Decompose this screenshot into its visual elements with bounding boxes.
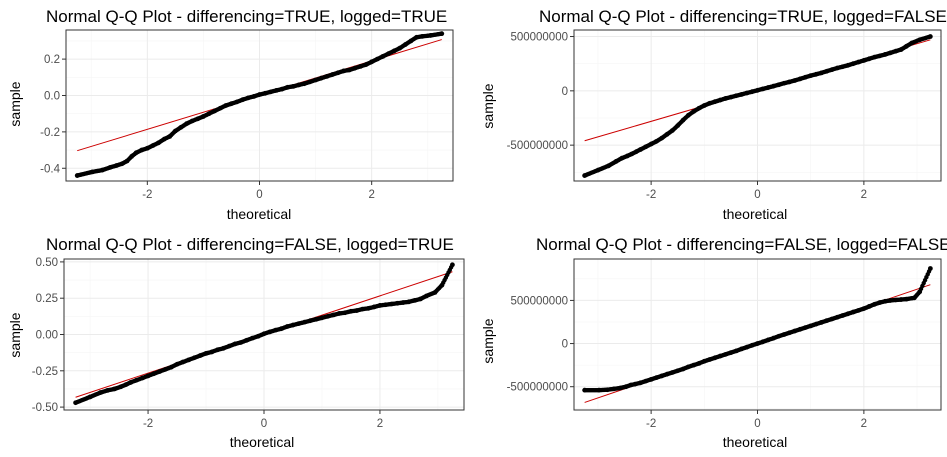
chart-title: Normal Q-Q Plot - differencing=FALSE, lo… xyxy=(536,235,947,254)
y-tick-label: -0.25 xyxy=(32,366,58,378)
y-tick-label: -0.2 xyxy=(40,127,60,139)
chart-panel-4: Normal Q-Q Plot - differencing=FALSE, lo… xyxy=(473,229,947,457)
y-tick-label: 0.00 xyxy=(36,330,58,342)
data-points xyxy=(73,262,455,406)
qq-plot-4: Normal Q-Q Plot - differencing=FALSE, lo… xyxy=(480,235,947,450)
x-axis-title: theoretical xyxy=(230,434,295,450)
chart-panel-2: Normal Q-Q Plot - differencing=TRUE, log… xyxy=(473,0,947,229)
x-axis-title: theoretical xyxy=(723,206,788,222)
data-point xyxy=(438,31,443,37)
y-tick-label: 0.50 xyxy=(36,257,58,269)
grid xyxy=(64,259,464,410)
data-points xyxy=(582,266,933,393)
axis-ticks: -2 0 2 -0.50 -0.25 0.00 0.25 0.50 xyxy=(32,257,383,430)
axis-ticks: -2 0 2 -500000000 0 500000000 xyxy=(507,32,867,201)
data-points xyxy=(582,34,933,178)
y-axis-title: sample xyxy=(7,81,23,126)
x-tick-label: -2 xyxy=(646,189,656,201)
y-tick-label: 0.25 xyxy=(36,293,58,305)
data-point xyxy=(926,269,932,274)
y-tick-label: 0 xyxy=(562,86,568,98)
chart-panel-1: Normal Q-Q Plot - differencing=TRUE, log… xyxy=(0,0,473,229)
y-axis-title: sample xyxy=(480,83,496,128)
axis-ticks: -2 0 2 -0.4 -0.2 0.0 0.2 xyxy=(40,54,375,201)
qq-plot-1: Normal Q-Q Plot - differencing=TRUE, log… xyxy=(7,7,454,222)
y-axis-title: sample xyxy=(480,318,496,363)
x-tick-label: 0 xyxy=(261,418,267,430)
x-tick-label: -2 xyxy=(142,189,152,201)
chart-title: Normal Q-Q Plot - differencing=FALSE, lo… xyxy=(46,235,454,254)
qq-plot-2: Normal Q-Q Plot - differencing=TRUE, log… xyxy=(480,7,947,222)
data-point xyxy=(916,291,921,296)
x-tick-label: 2 xyxy=(861,189,867,201)
y-tick-label: 500000000 xyxy=(510,295,568,307)
x-tick-label: -2 xyxy=(143,418,153,430)
chart-panel-3: Normal Q-Q Plot - differencing=FALSE, lo… xyxy=(0,229,473,457)
x-tick-label: 0 xyxy=(754,189,760,201)
y-tick-label: -0.50 xyxy=(32,402,58,414)
x-tick-label: 2 xyxy=(368,189,374,201)
chart-title: Normal Q-Q Plot - differencing=TRUE, log… xyxy=(46,7,447,26)
grid xyxy=(574,259,941,410)
x-axis-title: theoretical xyxy=(723,434,788,450)
chart-title: Normal Q-Q Plot - differencing=TRUE, log… xyxy=(539,7,947,26)
data-point xyxy=(438,284,443,289)
x-tick-label: -2 xyxy=(646,418,656,430)
x-tick-label: 0 xyxy=(256,189,262,201)
data-points xyxy=(74,31,445,178)
y-tick-label: -500000000 xyxy=(507,382,568,394)
x-tick-label: 0 xyxy=(754,418,760,430)
y-tick-label: 500000000 xyxy=(510,32,568,44)
y-tick-label: 0 xyxy=(562,339,568,351)
data-point xyxy=(448,265,454,270)
x-axis-title: theoretical xyxy=(227,206,292,222)
data-point xyxy=(926,34,932,40)
y-tick-label: -0.4 xyxy=(40,163,60,175)
x-tick-label: 2 xyxy=(377,418,383,430)
x-tick-label: 2 xyxy=(861,418,867,430)
axis-ticks: -2 0 2 -500000000 0 500000000 xyxy=(507,295,867,430)
y-tick-label: -500000000 xyxy=(507,140,568,152)
y-tick-label: 0.2 xyxy=(44,54,60,66)
qq-plot-3: Normal Q-Q Plot - differencing=FALSE, lo… xyxy=(7,235,465,450)
y-axis-title: sample xyxy=(7,312,23,357)
data-point xyxy=(127,155,133,161)
y-tick-label: 0.0 xyxy=(44,90,60,102)
